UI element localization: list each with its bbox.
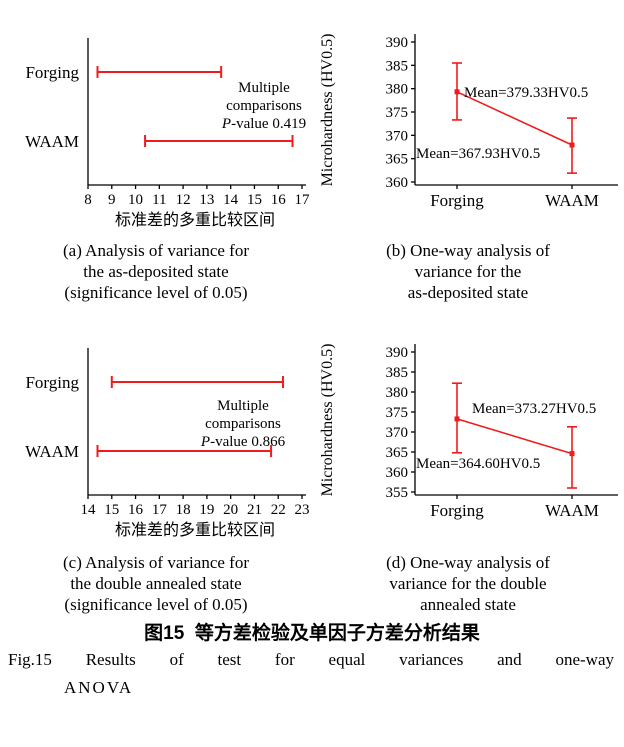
mean-connector-line [456, 91, 573, 146]
y-tick-label: 360 [386, 175, 409, 191]
x-axis-label: 标准差的多重比较区间 [115, 211, 275, 229]
category-label: Forging [25, 63, 79, 82]
annotation-line: P-value 0.866 [200, 434, 286, 450]
mean-label: Mean=373.27HV0.5 [472, 401, 596, 417]
mean-label: Mean=367.93HV0.5 [416, 146, 540, 162]
x-tick-label: 9 [108, 192, 116, 208]
chart-b-errorbar-plot: Microhardness (HV0.5) 360 365 370 375 380 385 3… [319, 34, 618, 210]
chart-c-interval-plot: 14 15 16 17 18 19 20 21 22 23 Forging WAAM Multiple c… [25, 348, 310, 539]
y-tick-label: 370 [386, 128, 409, 144]
y-tick-label: 375 [386, 105, 409, 121]
caption-c-line3: (significance level of 0.05) [64, 595, 248, 614]
caption-a-line1: (a) Analysis of variance for [63, 241, 249, 260]
chart-a-interval-plot: 8 9 10 11 12 13 14 15 16 17 Forging WAAM Multiple com… [25, 38, 311, 229]
mean-label: Mean=364.60HV0.5 [416, 456, 540, 472]
figure-caption-en-line2: ANOVA [64, 678, 134, 697]
caption-b-line2: variance for the [414, 262, 522, 281]
mean-label: Mean=379.33HV0.5 [464, 85, 588, 101]
caption-d-line3: annealed state [420, 595, 516, 614]
x-tick-label: 11 [152, 192, 166, 208]
caption-b: (b) One-way analysis of variance for the… [318, 240, 618, 303]
axes [411, 34, 618, 189]
mean-point [569, 142, 575, 148]
axes [87, 348, 306, 499]
caption-b-line1: (b) One-way analysis of [386, 241, 550, 260]
y-tick-label: 385 [386, 365, 409, 381]
errorbar-waam [567, 426, 577, 489]
chart-d-errorbar-plot: Microhardness (HV0.5) 355 360 365 370 375 380 3… [319, 344, 618, 520]
caption-c-line1: (c) Analysis of variance for [63, 553, 249, 572]
y-tick-label: 370 [386, 425, 409, 441]
annotation-line: comparisons [205, 416, 281, 432]
caption-c-line2: the double annealed state [70, 574, 242, 593]
category-label: Forging [25, 373, 79, 392]
x-category-label: Forging [430, 191, 484, 210]
x-tick-label: 16 [128, 502, 144, 518]
x-tick-label: 17 [295, 192, 311, 208]
caption-a-line3: (significance level of 0.05) [64, 283, 248, 302]
caption-a-line2: the as-deposited state [83, 262, 229, 281]
x-tick-label: 15 [104, 502, 119, 518]
y-tick-label: 365 [386, 445, 409, 461]
x-tick-label: 22 [271, 502, 286, 518]
y-tick-label: 375 [386, 405, 409, 421]
caption-b-line3: as-deposited state [407, 283, 529, 302]
caption-d: (d) One-way analysis of variance for the… [318, 552, 618, 615]
annotation-line: Multiple [217, 398, 269, 414]
y-tick-label: 390 [386, 35, 409, 51]
x-tick-label: 21 [247, 502, 262, 518]
x-tick-label: 18 [176, 502, 191, 518]
interval-bar-forging [96, 66, 223, 78]
x-category-label: WAAM [545, 501, 599, 520]
y-tick-label: 380 [386, 385, 409, 401]
caption-c: (c) Analysis of variance for the double … [2, 552, 310, 615]
interval-bar-waam [144, 135, 294, 147]
y-tick-label: 360 [386, 465, 409, 481]
y-axis-label: Microhardness (HV0.5) [319, 34, 336, 187]
caption-d-line2: variance for the double [389, 574, 547, 593]
annotation-line: comparisons [226, 98, 302, 114]
x-category-label: WAAM [545, 191, 599, 210]
x-tick-label: 10 [128, 192, 143, 208]
annotation-line: Multiple [238, 80, 290, 96]
mean-point [454, 416, 460, 422]
x-tick-label: 8 [84, 192, 92, 208]
interval-bar-forging [110, 376, 284, 388]
annotation-line: P-value 0.419 [221, 116, 306, 132]
x-tick-label: 19 [199, 502, 214, 518]
y-tick-label: 390 [386, 345, 409, 361]
x-tick-label: 15 [247, 192, 262, 208]
y-tick-label: 380 [386, 82, 409, 98]
x-tick-label: 12 [176, 192, 191, 208]
mean-connector-line [456, 418, 573, 455]
figure-caption-en-line1: Fig.15 Results of test for equal varianc… [8, 650, 614, 669]
x-category-label: Forging [430, 501, 484, 520]
axes [411, 344, 618, 499]
caption-d-line1: (d) One-way analysis of [386, 553, 550, 572]
x-tick-label: 13 [199, 192, 214, 208]
caption-a: (a) Analysis of variance for the as-depo… [2, 240, 310, 303]
y-tick-label: 365 [386, 152, 409, 168]
figure-caption-cn: 图15 等方差检验及单因子方差分析结果 [144, 623, 480, 644]
x-tick-label: 23 [295, 502, 310, 518]
axes [87, 38, 306, 189]
x-axis-label: 标准差的多重比较区间 [115, 521, 275, 539]
x-tick-label: 20 [223, 502, 238, 518]
x-tick-label: 17 [152, 502, 168, 518]
x-tick-label: 14 [223, 192, 239, 208]
category-label: WAAM [25, 442, 79, 461]
x-tick-label: 16 [271, 192, 287, 208]
interval-bar-waam [96, 445, 273, 457]
mean-point [454, 89, 460, 95]
x-tick-label: 14 [81, 502, 97, 518]
y-tick-label: 355 [386, 485, 409, 501]
category-label: WAAM [25, 132, 79, 151]
y-tick-label: 385 [386, 58, 409, 74]
mean-point [569, 451, 575, 457]
y-axis-label: Microhardness (HV0.5) [319, 344, 336, 497]
